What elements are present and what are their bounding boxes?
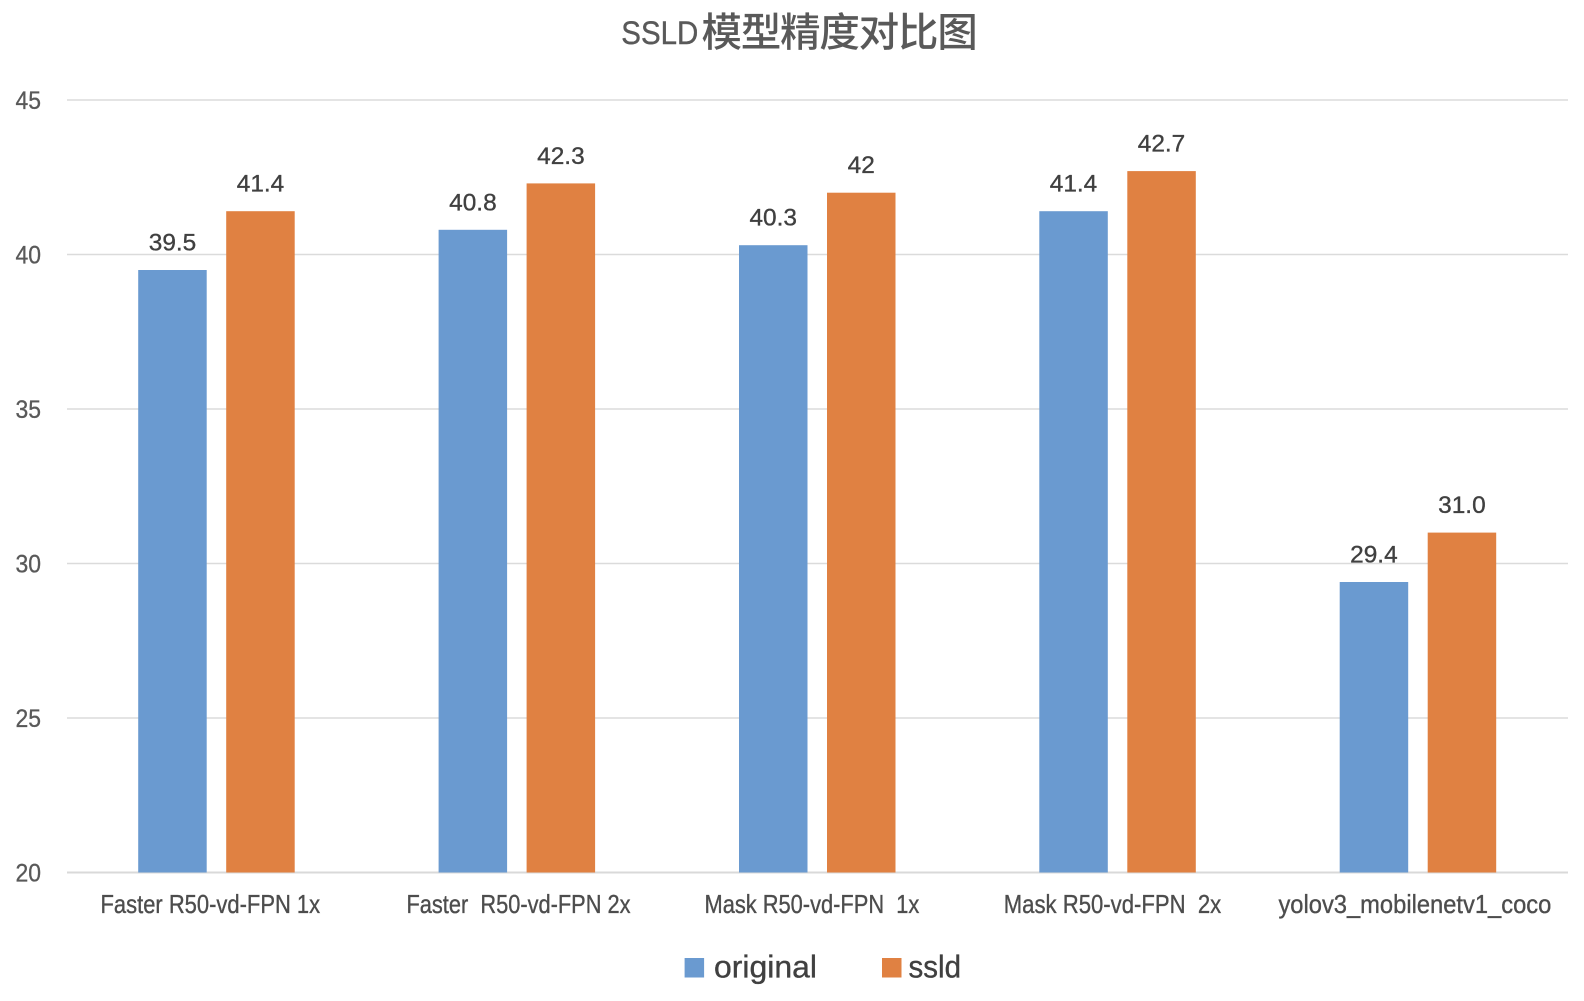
svg-text:25: 25 [16,706,42,733]
svg-text:yolov3_mobilenetv1_coco: yolov3_mobilenetv1_coco [1278,891,1551,919]
svg-text:30: 30 [16,552,42,579]
svg-text:20: 20 [16,861,42,888]
svg-text:40: 40 [16,243,42,270]
svg-text:42.3: 42.3 [537,143,584,170]
svg-text:42: 42 [848,152,875,179]
svg-text:ssld: ssld [909,949,962,985]
svg-text:29.4: 29.4 [1350,542,1397,569]
svg-text:Mask R50-vd-FPN 1x: Mask R50-vd-FPN 1x [705,891,920,919]
svg-text:40.3: 40.3 [749,205,796,232]
svg-text:42.7: 42.7 [1138,131,1185,158]
svg-text:45: 45 [16,88,42,115]
svg-text:41.4: 41.4 [237,171,284,198]
svg-text:40.8: 40.8 [449,189,496,216]
svg-text:original: original [714,949,817,985]
svg-text:39.5: 39.5 [149,230,196,257]
svg-text:Mask R50-vd-FPN 2x: Mask R50-vd-FPN 2x [1004,891,1222,919]
svg-text:SSLD: SSLD [621,14,698,51]
svg-text:41.4: 41.4 [1050,171,1097,198]
svg-text:35: 35 [16,397,42,424]
svg-text:31.0: 31.0 [1438,492,1485,519]
svg-text:Faster R50-vd-FPN 2x: Faster R50-vd-FPN 2x [406,891,630,919]
svg-text:Faster R50-vd-FPN 1x: Faster R50-vd-FPN 1x [101,891,321,919]
